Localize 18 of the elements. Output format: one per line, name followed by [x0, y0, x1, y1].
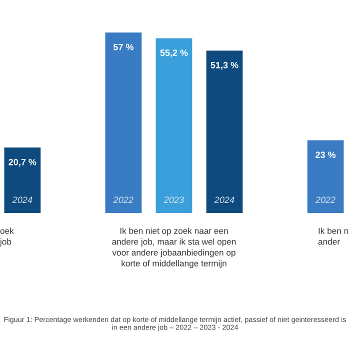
- bar: [105, 32, 142, 214]
- series-label: 2024: [12, 196, 32, 204]
- x-tick-label: Ik ben n ander: [318, 228, 348, 245]
- series-label: 2022: [113, 196, 134, 204]
- bar: [156, 38, 192, 214]
- data-label: 55,2 %: [160, 50, 188, 58]
- data-label: 23 %: [316, 152, 336, 158]
- text: 2022: [315, 196, 336, 204]
- text: 2024: [214, 196, 234, 204]
- data-label: 57 %: [113, 44, 134, 50]
- data-label: 51,3 %: [210, 62, 238, 70]
- data-label: 20,7 %: [8, 158, 36, 167]
- bar: [307, 140, 344, 214]
- x-tick-label: oek job: [0, 228, 14, 246]
- x-tick-label: Ik ben niet op zoek naar een andere job, maar ik sta wel open voor andere jobaanbiedingen op korte of middellange termijn: [112, 228, 236, 268]
- bar: [4, 148, 41, 214]
- series-label: 2023: [164, 196, 184, 204]
- bar: [206, 50, 243, 214]
